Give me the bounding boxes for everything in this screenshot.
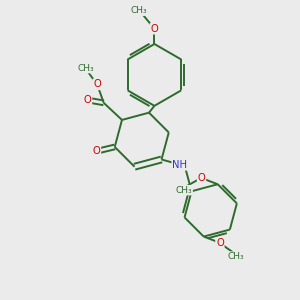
- Text: NH: NH: [172, 160, 187, 170]
- Text: CH₃: CH₃: [131, 6, 147, 15]
- Text: O: O: [198, 173, 206, 183]
- Text: CH₃: CH₃: [78, 64, 94, 73]
- Text: CH₃: CH₃: [176, 186, 192, 195]
- Text: O: O: [93, 79, 101, 89]
- Text: O: O: [216, 238, 224, 248]
- Text: O: O: [93, 146, 101, 156]
- Text: O: O: [84, 95, 92, 106]
- Text: CH₃: CH₃: [228, 252, 244, 261]
- Text: O: O: [151, 24, 158, 34]
